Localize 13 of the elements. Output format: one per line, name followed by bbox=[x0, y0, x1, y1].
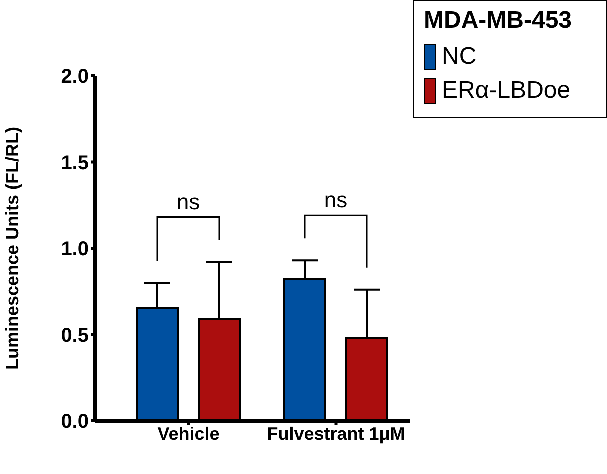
y-tick-label: 0.0 bbox=[61, 411, 89, 434]
y-tick-label: 0.5 bbox=[61, 324, 89, 347]
y-tick-label: 2.0 bbox=[61, 66, 89, 88]
x-tick-label: Vehicle bbox=[158, 424, 220, 444]
annotation: ns bbox=[324, 188, 348, 213]
legend-label: ERα-LBDoe bbox=[442, 77, 571, 105]
legend-label: NC bbox=[442, 43, 477, 71]
x-tick-label: Fulvestrant 1μM bbox=[267, 424, 406, 444]
y-tick-label: 1.0 bbox=[61, 238, 89, 261]
annotation: ns bbox=[176, 189, 200, 214]
legend-title: MDA-MB-453 bbox=[424, 7, 574, 35]
y-tick-label: 1.5 bbox=[61, 152, 89, 174]
y-axis-title: Luminescence Units (FL/RL) bbox=[2, 126, 22, 370]
